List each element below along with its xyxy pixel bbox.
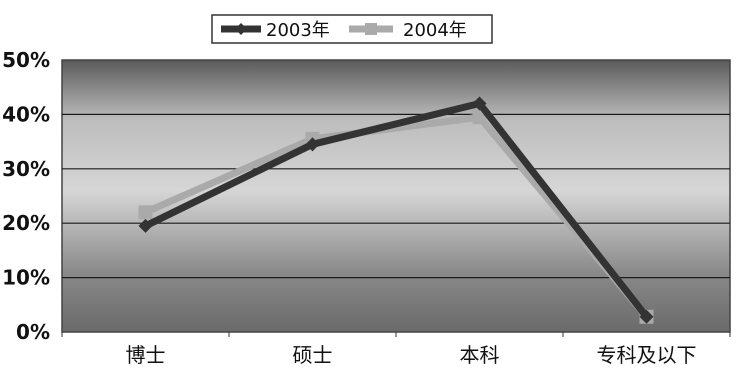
x-tick-marks	[61, 332, 731, 337]
x-category-label: 博士	[126, 343, 166, 367]
series-line-0	[143, 100, 650, 319]
y-tick-label: 0%	[16, 320, 50, 344]
series-layer	[138, 96, 654, 324]
y-tick-label: 20%	[2, 211, 50, 235]
data-point-marker	[138, 218, 153, 233]
legend: 2003年 2004年	[211, 14, 493, 44]
data-point-marker	[639, 309, 654, 324]
data-point-marker	[138, 205, 153, 220]
y-axis-labels: 0% 10% 20% 30% 40% 50%	[2, 48, 50, 344]
legend-marker-2004	[365, 23, 377, 35]
legend-label-2003: 2003年	[266, 20, 330, 41]
x-category-label: 专科及以下	[597, 343, 697, 367]
legend-label-2004: 2004年	[403, 20, 467, 41]
series-line-1	[144, 113, 650, 320]
data-point-marker	[472, 96, 487, 111]
legend-marker-2003	[235, 23, 247, 35]
x-category-label: 本科	[460, 343, 500, 367]
y-tick-label: 10%	[2, 266, 50, 290]
y-tick-label: 50%	[2, 48, 50, 72]
y-tick-label: 30%	[2, 157, 50, 181]
data-point-marker	[305, 137, 320, 152]
x-axis-labels: 博士 硕士 本科 专科及以下	[126, 343, 697, 367]
y-tick-label: 40%	[2, 102, 50, 126]
x-category-label: 硕士	[293, 343, 333, 367]
